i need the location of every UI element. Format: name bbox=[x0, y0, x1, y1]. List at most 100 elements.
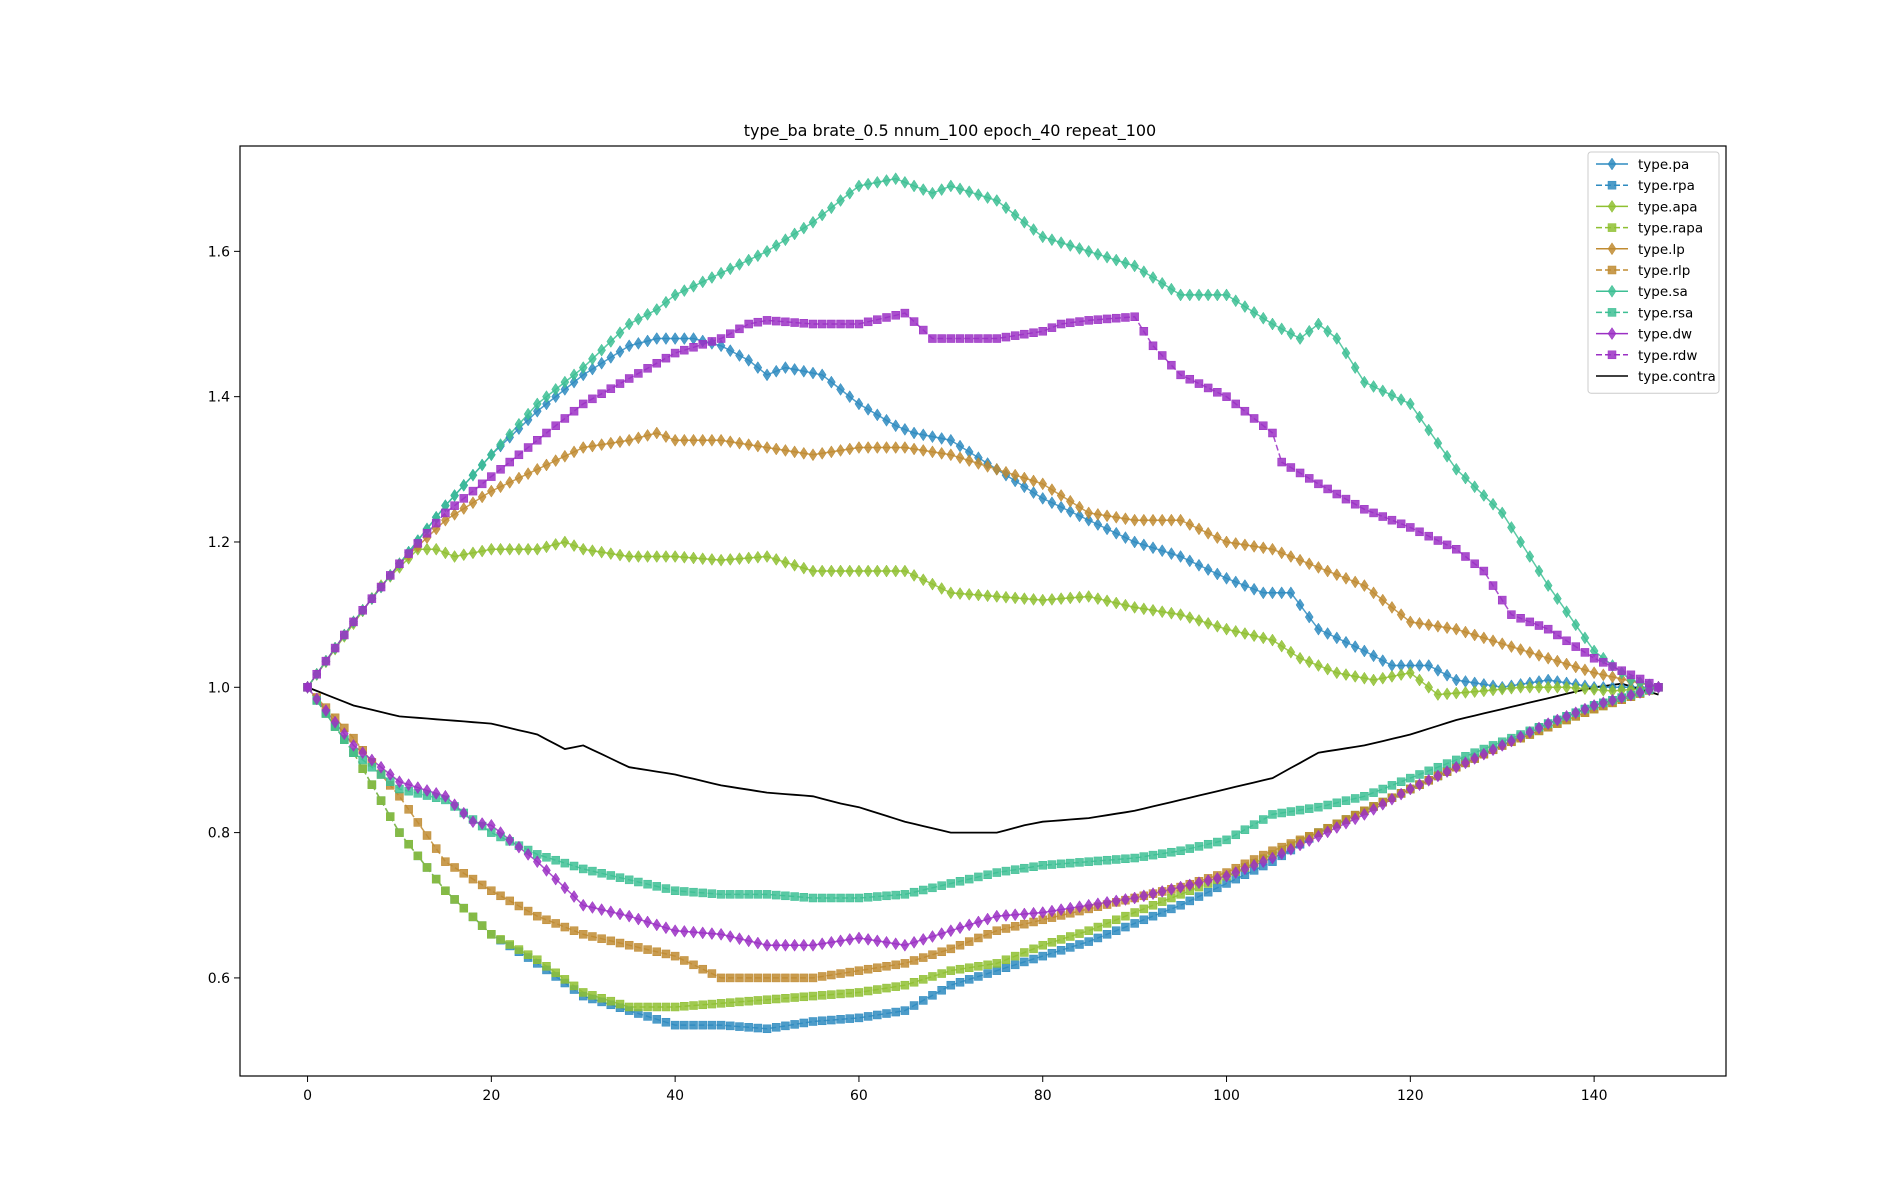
data-point bbox=[680, 1002, 689, 1011]
data-point bbox=[937, 986, 946, 995]
data-point bbox=[1396, 393, 1406, 407]
data-point bbox=[606, 350, 616, 364]
data-point bbox=[827, 201, 836, 215]
data-point bbox=[551, 421, 560, 430]
data-point bbox=[1066, 318, 1075, 328]
data-point bbox=[1562, 605, 1571, 619]
data-point bbox=[1176, 513, 1185, 527]
data-point bbox=[505, 542, 515, 556]
data-point bbox=[1314, 479, 1323, 489]
data-point bbox=[441, 513, 450, 527]
data-point bbox=[330, 715, 340, 729]
data-point bbox=[1295, 805, 1305, 815]
legend-marker bbox=[1607, 308, 1617, 317]
data-point bbox=[845, 1014, 854, 1023]
data-point bbox=[505, 457, 514, 467]
data-point bbox=[882, 962, 891, 971]
data-point bbox=[873, 564, 882, 578]
data-point bbox=[1010, 951, 1020, 961]
data-point bbox=[1323, 627, 1332, 640]
data-point bbox=[588, 352, 597, 366]
data-point bbox=[1424, 618, 1434, 632]
data-point bbox=[477, 921, 487, 930]
data-point bbox=[946, 586, 956, 600]
data-point bbox=[882, 413, 891, 427]
data-point bbox=[1461, 471, 1470, 485]
x-tick-label: 40 bbox=[666, 1088, 684, 1104]
data-point bbox=[1617, 691, 1626, 705]
data-point bbox=[404, 839, 413, 849]
data-point bbox=[771, 316, 781, 326]
data-point bbox=[689, 343, 698, 352]
data-point bbox=[358, 764, 367, 773]
data-point bbox=[919, 953, 928, 962]
data-point bbox=[955, 182, 965, 196]
data-point bbox=[909, 887, 919, 897]
data-point bbox=[891, 982, 900, 991]
data-point bbox=[1378, 654, 1388, 668]
data-point bbox=[845, 390, 855, 404]
data-point bbox=[1442, 687, 1452, 701]
data-point bbox=[1167, 360, 1176, 370]
data-point bbox=[422, 831, 432, 840]
data-point bbox=[1488, 683, 1498, 697]
data-point bbox=[1093, 592, 1103, 606]
legend-marker bbox=[1607, 223, 1617, 232]
data-point bbox=[606, 905, 616, 919]
data-point bbox=[909, 1001, 919, 1010]
data-point bbox=[523, 443, 533, 452]
data-point bbox=[1056, 903, 1066, 917]
data-point bbox=[1488, 581, 1498, 590]
data-point bbox=[928, 445, 937, 459]
data-point bbox=[634, 877, 643, 887]
data-point bbox=[817, 208, 827, 222]
data-point bbox=[404, 805, 413, 814]
data-point bbox=[827, 319, 836, 329]
data-point bbox=[597, 545, 606, 559]
data-point bbox=[689, 887, 698, 897]
data-point bbox=[532, 462, 542, 476]
data-point bbox=[1084, 898, 1093, 912]
data-point bbox=[1277, 457, 1286, 467]
data-point bbox=[735, 552, 744, 566]
data-point bbox=[1332, 821, 1342, 834]
data-point bbox=[661, 295, 671, 309]
data-point bbox=[716, 266, 726, 280]
data-point bbox=[1231, 624, 1241, 638]
data-point bbox=[1553, 654, 1562, 668]
data-point bbox=[1323, 825, 1332, 839]
data-point bbox=[827, 990, 836, 999]
legend-item: type.rlp bbox=[1596, 263, 1690, 279]
data-point bbox=[1387, 515, 1397, 525]
data-point bbox=[588, 362, 597, 376]
data-point bbox=[1516, 730, 1525, 744]
data-point bbox=[1213, 871, 1222, 885]
data-point bbox=[1130, 600, 1139, 614]
data-point bbox=[1350, 640, 1360, 654]
data-point bbox=[827, 375, 836, 389]
data-point bbox=[771, 1023, 781, 1032]
data-point bbox=[919, 325, 928, 335]
data-point bbox=[578, 441, 588, 454]
data-point bbox=[1378, 512, 1388, 521]
data-point bbox=[1010, 865, 1020, 874]
data-point bbox=[919, 996, 928, 1005]
data-point bbox=[312, 692, 322, 706]
data-point bbox=[1056, 319, 1066, 329]
data-point bbox=[1213, 388, 1222, 397]
data-point bbox=[845, 988, 854, 998]
data-point bbox=[459, 494, 469, 503]
data-point bbox=[349, 738, 358, 752]
data-point bbox=[1387, 781, 1397, 790]
data-point bbox=[588, 991, 597, 1000]
data-point bbox=[735, 324, 744, 334]
data-point bbox=[1451, 462, 1461, 476]
data-point bbox=[1286, 807, 1296, 816]
data-point bbox=[477, 817, 487, 830]
data-point bbox=[1406, 773, 1415, 783]
data-point bbox=[1507, 681, 1516, 695]
data-point bbox=[1075, 858, 1084, 867]
data-point bbox=[1139, 513, 1149, 527]
data-point bbox=[358, 746, 367, 760]
y-axis: 0.6 0.8 1.0 1.2 1.4 1.6 bbox=[208, 244, 240, 987]
